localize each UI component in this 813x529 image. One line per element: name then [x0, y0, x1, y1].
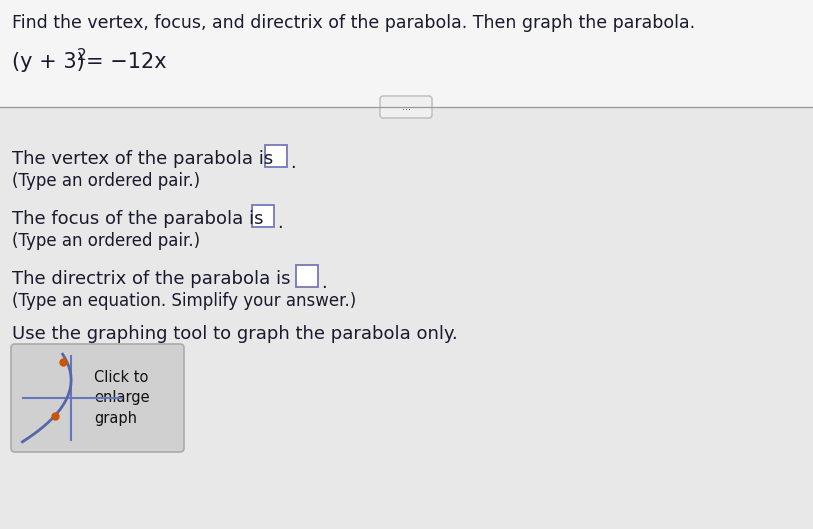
FancyBboxPatch shape — [0, 107, 813, 529]
Text: (y + 3): (y + 3) — [12, 52, 85, 72]
FancyBboxPatch shape — [296, 265, 318, 287]
FancyBboxPatch shape — [252, 205, 274, 227]
Text: The focus of the parabola is: The focus of the parabola is — [12, 210, 263, 228]
Text: = −12x: = −12x — [86, 52, 167, 72]
FancyBboxPatch shape — [0, 0, 813, 107]
Text: ...: ... — [402, 102, 411, 112]
FancyBboxPatch shape — [380, 96, 432, 118]
Text: (Type an equation. Simplify your answer.): (Type an equation. Simplify your answer.… — [12, 292, 356, 310]
FancyBboxPatch shape — [265, 145, 287, 167]
Text: Click to
enlarge
graph: Click to enlarge graph — [94, 370, 150, 426]
Text: Use the graphing tool to graph the parabola only.: Use the graphing tool to graph the parab… — [12, 325, 458, 343]
Text: The directrix of the parabola is: The directrix of the parabola is — [12, 270, 290, 288]
Text: .: . — [277, 214, 283, 232]
Text: (Type an ordered pair.): (Type an ordered pair.) — [12, 172, 200, 190]
Text: Find the vertex, focus, and directrix of the parabola. Then graph the parabola.: Find the vertex, focus, and directrix of… — [12, 14, 695, 32]
Text: The vertex of the parabola is: The vertex of the parabola is — [12, 150, 273, 168]
Text: 2: 2 — [77, 48, 87, 63]
Text: .: . — [321, 274, 327, 292]
Text: (Type an ordered pair.): (Type an ordered pair.) — [12, 232, 200, 250]
Text: .: . — [290, 154, 296, 172]
FancyBboxPatch shape — [11, 344, 184, 452]
